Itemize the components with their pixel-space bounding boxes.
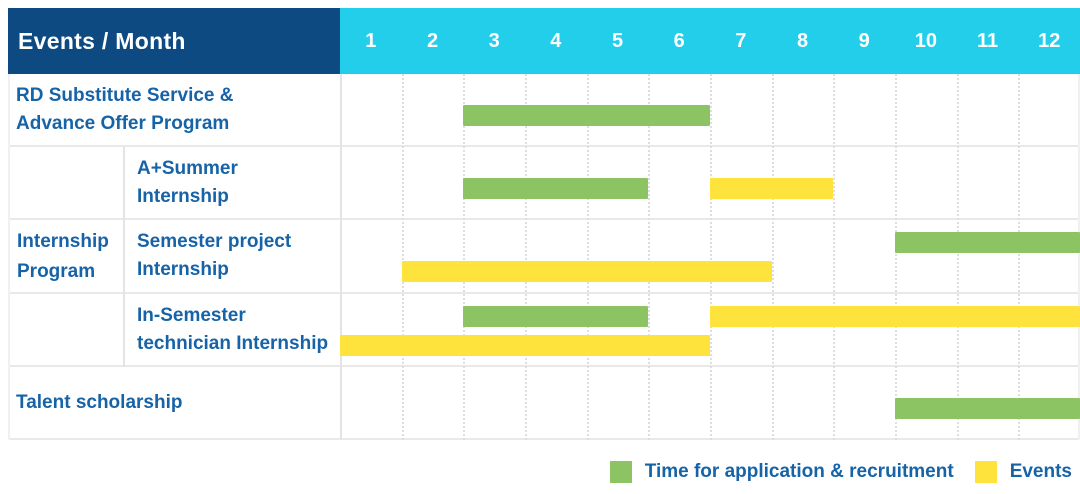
month-gridline — [956, 74, 959, 440]
event-bar — [710, 178, 834, 199]
month-gridline — [648, 74, 651, 440]
month-header-label: 12 — [1038, 29, 1061, 52]
month-gridline — [463, 74, 466, 440]
month-header-label: 1 — [365, 29, 377, 52]
month-header-label: 11 — [976, 29, 999, 52]
legend-item-event: Events — [974, 461, 1072, 483]
month-gridline — [895, 74, 897, 440]
application-bar — [463, 105, 710, 126]
table-row: Semester project Internship — [8, 220, 1080, 294]
month-gridline — [771, 74, 774, 440]
month-header-label: 5 — [611, 29, 624, 52]
month-header-label: 4 — [550, 29, 562, 52]
legend-label: Events — [1009, 461, 1072, 482]
label-chart-divider — [340, 74, 342, 440]
month-gridline — [586, 74, 589, 440]
row-label: Semester project Internship — [137, 231, 292, 280]
legend-label: Time for application & recruitment — [644, 461, 954, 482]
row-label: RD Substitute Service & Advance Offer Pr… — [16, 84, 234, 134]
month-gridline — [401, 74, 404, 440]
month-gridline — [833, 74, 836, 440]
table-row: A+Summer Internship — [8, 147, 1080, 220]
table-header-events-month: Events / Month — [8, 8, 340, 74]
application-bar — [895, 398, 1080, 419]
month-header-label: 6 — [673, 29, 685, 52]
table-left-border — [8, 74, 10, 440]
month-header-label: 8 — [796, 29, 809, 52]
row-label: Talent scholarship — [16, 391, 183, 413]
legend: Time for application & recruitment Events — [609, 461, 1072, 483]
events-month-header-label: Events / Month — [18, 27, 186, 54]
month-header-label: 9 — [858, 29, 870, 52]
table-row: In-Semester technician Internship — [8, 294, 1080, 367]
table-right-border — [1078, 74, 1080, 440]
event-bar — [401, 261, 772, 282]
month-header-label: 2 — [426, 29, 439, 52]
legend-item-application: Time for application & recruitment — [609, 461, 954, 483]
table-row: RD Substitute Service & Advance Offer Pr… — [8, 74, 1080, 147]
group-cell-internship-program: Internship Program — [8, 147, 125, 367]
schedule-table: Events / Month 1 2 3 4 5 6 7 8 9 10 11 12 RD Substi… — [8, 8, 1080, 440]
month-header-label: 10 — [914, 29, 937, 52]
month-header-label: 7 — [735, 29, 747, 52]
event-bar — [340, 335, 710, 356]
month-header-label: 3 — [488, 29, 500, 52]
table-row: Talent scholarship — [8, 367, 1080, 440]
row-label: A+Summer Internship — [137, 157, 238, 207]
event-swatch-icon — [974, 461, 997, 483]
row-label: In-Semester technician Internship — [137, 304, 329, 354]
application-bar — [463, 306, 649, 327]
application-bar — [463, 178, 649, 199]
month-gridline — [710, 74, 712, 440]
application-swatch-icon — [609, 461, 632, 483]
month-gridline — [1018, 74, 1021, 440]
event-bar — [710, 306, 1080, 327]
month-gridline — [525, 74, 527, 440]
application-bar — [895, 232, 1080, 253]
month-header-row: 1 2 3 4 5 6 7 8 9 10 11 12 — [340, 8, 1080, 74]
